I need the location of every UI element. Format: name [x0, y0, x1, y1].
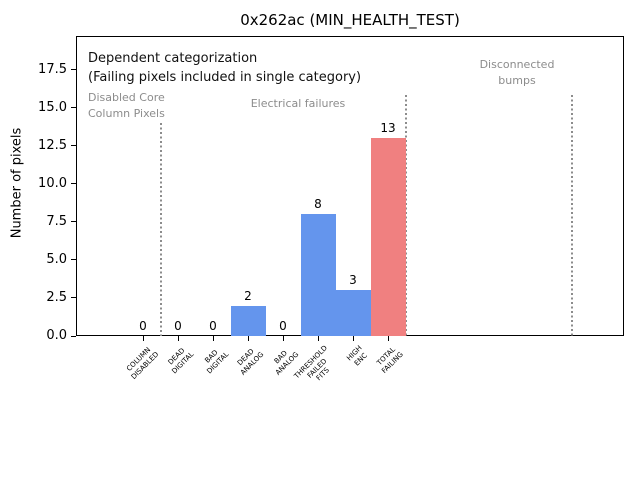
- y-tick-mark: [71, 107, 76, 109]
- bar-high-enc: [335, 290, 371, 336]
- y-tick-mark: [71, 259, 76, 261]
- annotation-dependent-categorization: Dependent categorization: [88, 51, 258, 66]
- separator-dotted-line: [571, 95, 574, 336]
- bar-dead-analog: [230, 305, 266, 336]
- annotation-failing-pixels-note: (Failing pixels included in single categ…: [88, 70, 362, 85]
- annotation-disconnected-bumps: Disconnected bumps: [479, 58, 555, 87]
- y-tick-label: 15.0: [38, 99, 67, 115]
- x-tick-label-total-failing: TOTAL FAILING: [375, 345, 405, 375]
- x-tick-mark: [387, 336, 389, 341]
- x-tick-mark: [317, 336, 319, 341]
- bar-value-label: 13: [380, 121, 396, 136]
- y-tick-label: 2.5: [46, 289, 67, 305]
- x-tick-label-dead-digital: DEAD DIGITAL: [166, 346, 195, 376]
- y-tick-label: 7.5: [46, 213, 67, 229]
- plot-area: [76, 36, 624, 336]
- bar-value-label: 8: [314, 197, 322, 212]
- y-tick-label: 10.0: [38, 175, 67, 191]
- y-tick-mark: [71, 69, 76, 70]
- y-tick-mark: [71, 335, 76, 337]
- x-tick-mark: [142, 336, 144, 341]
- annotation-disabled-core-column-pixels: Disabled Core Column Pixels: [88, 91, 165, 120]
- y-tick-mark: [71, 183, 76, 185]
- x-tick-label-column-disabled: COLUMN DISABLED: [124, 345, 160, 381]
- x-tick-label-bad-digital: BAD DIGITAL: [203, 348, 230, 376]
- bar-value-label: 3: [349, 273, 357, 288]
- x-tick-mark: [352, 336, 354, 341]
- x-tick-mark: [282, 336, 284, 341]
- annotation-electrical-failures: Electrical failures: [250, 97, 346, 110]
- y-tick-mark: [71, 221, 76, 223]
- bar-value-label: 0: [139, 319, 147, 333]
- x-tick-mark: [212, 336, 214, 341]
- bar-value-label: 0: [174, 319, 182, 333]
- x-tick-label-high-enc: HIGH ENC: [345, 344, 369, 368]
- y-tick-mark: [71, 297, 76, 299]
- x-tick-label-threshold-failed-fits: THRESHOLD FAILED FITS: [292, 344, 331, 383]
- y-tick-label: 12.5: [38, 137, 67, 153]
- separator-dotted-line: [404, 95, 407, 336]
- y-tick-label: 0.0: [46, 328, 67, 343]
- y-tick-label: 17.5: [38, 61, 67, 77]
- separator-dotted-line: [159, 122, 162, 336]
- x-tick-label-dead-analog: DEAD ANALOG: [235, 347, 265, 377]
- bar-value-label: 0: [279, 319, 287, 333]
- chart-title: 0x262ac (MIN_HEALTH_TEST): [240, 11, 460, 29]
- bar-value-label: 0: [209, 319, 217, 333]
- y-axis-label: Number of pixels: [9, 127, 25, 239]
- bar-value-label: 2: [244, 288, 252, 303]
- y-tick-label: 5.0: [46, 251, 67, 267]
- bar-total-failing: [370, 138, 406, 336]
- bar-threshold-failed-fits: [300, 214, 336, 336]
- x-tick-mark: [247, 336, 249, 341]
- y-tick-mark: [71, 145, 76, 147]
- x-tick-mark: [177, 336, 179, 341]
